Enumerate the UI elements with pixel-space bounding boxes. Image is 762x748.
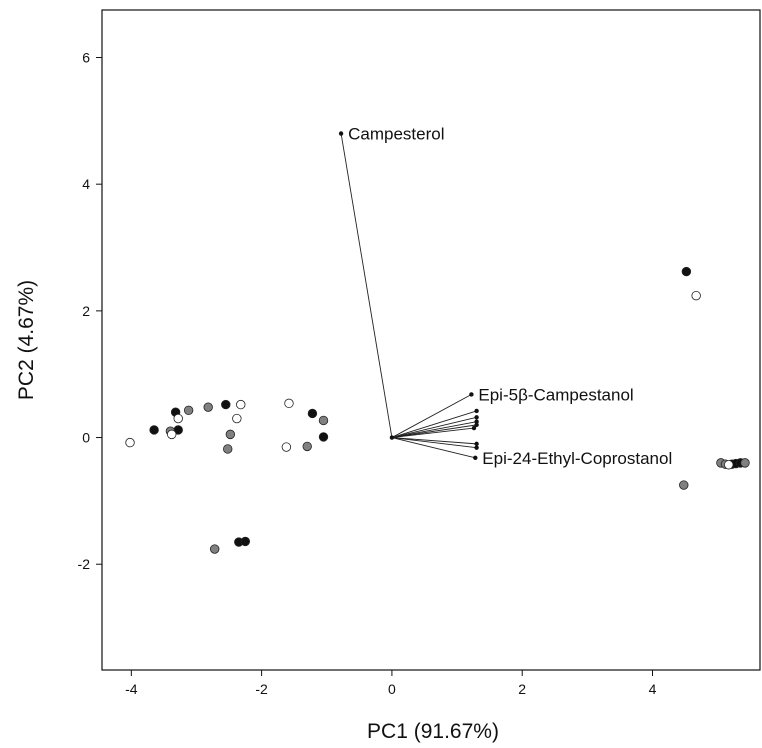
score-point-white	[691, 290, 701, 301]
loading-vector-tip	[471, 425, 477, 431]
score-point-gray	[225, 429, 236, 440]
score-point-gray	[302, 441, 312, 452]
score-point-white	[281, 442, 292, 452]
loading-vector-line	[391, 427, 475, 438]
loading-vector-line	[391, 437, 476, 459]
y-tick-label: 4	[82, 176, 90, 192]
score-point-gray	[740, 458, 750, 468]
score-point-black	[221, 399, 231, 410]
loading-vector-tip	[469, 392, 474, 397]
score-point-white	[232, 413, 242, 424]
loading-vector-line	[391, 437, 477, 449]
score-point-black	[318, 432, 329, 442]
score-point-gray	[183, 405, 194, 416]
y-tick-label: 2	[82, 303, 90, 319]
score-point-black	[240, 536, 251, 547]
loading-vector-tip	[474, 445, 479, 450]
loading-vector-line	[391, 410, 477, 438]
plot-frame	[101, 9, 761, 671]
loading-origin	[389, 435, 395, 440]
loading-vector-line	[391, 437, 477, 445]
x-tick-label: 2	[518, 681, 526, 697]
score-point-gray	[203, 402, 213, 412]
loading-vector-label: Campesterol	[348, 125, 444, 144]
y-tick-label: -2	[78, 556, 91, 572]
loading-vector-tip	[474, 419, 479, 424]
score-point-gray	[210, 544, 220, 554]
x-tick-label: 0	[388, 681, 396, 697]
loading-vector-tip	[474, 415, 479, 420]
loading-vector-tip	[473, 455, 478, 461]
score-point-white	[125, 437, 135, 448]
loading-vector-tip	[338, 131, 344, 136]
loading-vector-line	[391, 424, 477, 438]
x-axis-title: PC1 (91.67%)	[367, 720, 499, 743]
score-point-white	[724, 460, 734, 470]
score-point-white	[236, 399, 246, 410]
y-tick-label: 0	[82, 430, 90, 446]
axis-ticks: -4 -2 0 2 4 -2 0 2 4 6	[78, 50, 657, 697]
x-tick-label: -2	[255, 681, 268, 697]
score-point-white	[173, 413, 183, 424]
loading-vector-line	[391, 416, 477, 438]
loading-vector-line	[391, 421, 477, 438]
x-tick-label: -4	[125, 681, 138, 697]
score-point-gray	[223, 444, 233, 454]
loading-vector-tip	[474, 408, 479, 414]
score-point-black	[149, 425, 159, 435]
score-point-gray	[679, 480, 689, 490]
loading-vector-line	[340, 133, 393, 438]
loading-vector-tip	[474, 441, 479, 447]
loading-vector-tip	[474, 422, 479, 428]
loading-vector-label: Epi-24-Ethyl-Coprostanol	[482, 449, 672, 468]
score-point-gray	[318, 415, 329, 426]
score-points	[125, 266, 750, 554]
score-point-white	[284, 398, 294, 409]
x-tick-label: 4	[649, 681, 657, 697]
y-tick-label: 6	[82, 50, 90, 66]
score-point-black	[307, 408, 318, 419]
score-point-black	[681, 266, 692, 277]
score-point-white	[167, 429, 177, 440]
loading-vector-label: Epi-5β-Campestanol	[478, 385, 633, 404]
loading-vectors: Campesterol Epi-5β-Campestanol Epi-24-Ethy…	[338, 125, 672, 468]
y-axis-title: PC2 (4.67%)	[15, 280, 38, 400]
loading-vector-line	[391, 394, 472, 438]
